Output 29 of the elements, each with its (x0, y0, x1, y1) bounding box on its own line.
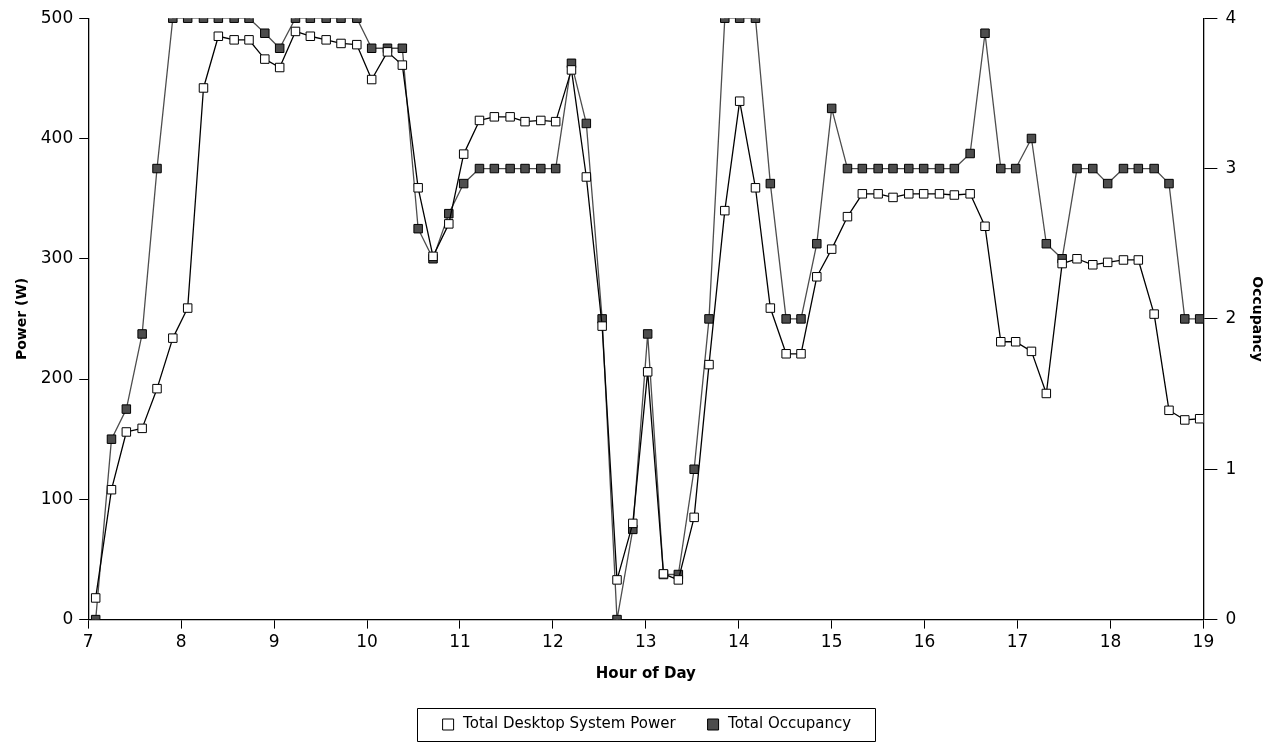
y2-tick-label: 2 (1225, 307, 1237, 328)
y-tick-label: 100 (40, 487, 74, 508)
y2-tick-label: 0 (1225, 608, 1237, 629)
y2-axis-title: Occupancy (1249, 276, 1266, 362)
x-tick-label: 17 (1006, 631, 1029, 652)
x-tick-label: 15 (820, 631, 843, 652)
x-tick-label: 9 (268, 631, 280, 652)
y2-tick-label: 4 (1225, 6, 1237, 27)
y2-tick-label: 1 (1225, 457, 1237, 478)
x-tick-label: 8 (175, 631, 187, 652)
legend-label: Total Occupancy (727, 714, 852, 733)
x-tick-label: 12 (542, 631, 564, 652)
x-tick-label: 7 (82, 631, 94, 652)
x-tick-label: 13 (635, 631, 657, 652)
y-tick-label: 300 (40, 247, 74, 268)
y-axis-title: Power (W) (13, 277, 30, 361)
legend-label: Total Desktop System Power (462, 714, 677, 733)
x-tick-label: 14 (727, 631, 750, 652)
x-tick-label: 18 (1099, 631, 1122, 652)
y-tick-label: 200 (40, 367, 74, 388)
y-tick-label: 500 (40, 6, 74, 27)
x-tick-label: 11 (449, 631, 471, 652)
x-tick-label: 19 (1192, 631, 1215, 652)
x-axis-title: Hour of Day (595, 663, 697, 682)
y2-tick-label: 3 (1225, 156, 1237, 177)
y-tick-label: 0 (62, 608, 74, 629)
y-tick-label: 400 (40, 126, 74, 147)
x-tick-label: 16 (913, 631, 936, 652)
x-tick-label: 10 (356, 631, 378, 652)
